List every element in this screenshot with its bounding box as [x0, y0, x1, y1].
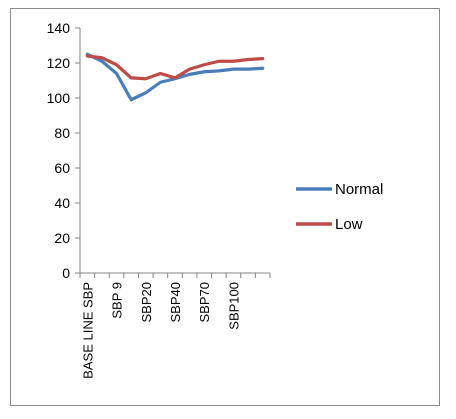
y-tick-label: 140 — [47, 20, 71, 36]
legend-label-normal: Normal — [335, 181, 383, 198]
y-tick-label: 60 — [54, 160, 70, 176]
chart-frame — [10, 8, 440, 406]
x-tick-label: SBP 9 — [110, 282, 125, 319]
y-tick-label: 40 — [54, 195, 70, 211]
y-tick-label: 80 — [54, 125, 70, 141]
legend-label-low: Low — [335, 216, 363, 233]
series-lines — [85, 52, 265, 102]
legend: Normal Low — [296, 181, 383, 233]
x-tick-label: BASE LINE SBP — [80, 282, 95, 379]
x-tick-label: SBP40 — [168, 282, 183, 322]
y-tick-label: 20 — [54, 230, 70, 246]
x-tick-label: SBP70 — [197, 282, 212, 322]
y-tick-label: 120 — [47, 55, 71, 71]
x-axis: BASE LINE SBP SBP 9 SBP20 SBP40 SBP70 SBP100 — [79, 272, 271, 379]
y-tick-label: 0 — [62, 265, 70, 281]
x-tick-label: SBP20 — [139, 282, 154, 322]
y-axis: 0 20 40 60 80 100 120 140 — [47, 20, 81, 281]
y-tick-label: 100 — [47, 90, 71, 106]
series-line-low — [85, 54, 265, 81]
x-tick-label: SBP100 — [226, 282, 241, 330]
